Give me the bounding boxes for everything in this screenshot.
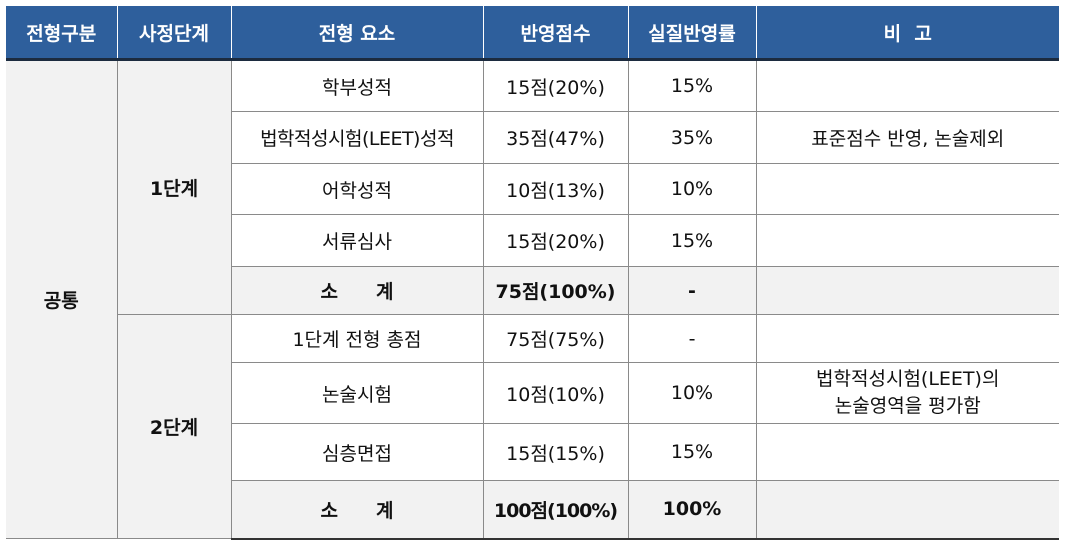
table-row: 어학성적 10점(13%) 10% xyxy=(6,163,1059,215)
header-category: 전형구분 xyxy=(6,6,118,60)
subtotal-note xyxy=(755,480,1059,540)
rate-cell: 15% xyxy=(627,59,757,112)
header-element: 전형 요소 xyxy=(231,6,484,60)
subtotal-label-a: 소 xyxy=(320,499,338,522)
score-cell: 15점(15%) xyxy=(482,423,629,481)
note-cell: 표준점수 반영, 논술제외 xyxy=(755,111,1059,164)
header-score: 반영점수 xyxy=(483,6,629,60)
note-cell xyxy=(755,214,1059,267)
note-cell xyxy=(755,59,1059,112)
header-row: 전형구분 사정단계 전형 요소 반영점수 실질반영률 비 고 xyxy=(6,6,1059,60)
element-cell: 어학성적 xyxy=(231,163,484,215)
rate-cell: 35% xyxy=(627,111,757,164)
score-cell: 10점(10%) xyxy=(482,362,629,424)
note-line-2: 논술영역을 평가함 xyxy=(834,395,981,417)
element-cell: 1단계 전형 총점 xyxy=(230,314,484,363)
score-cell: 75점(75%) xyxy=(482,314,629,363)
subtotal-score: 100점(100%) xyxy=(482,480,629,540)
stage1-cell: 1단계 xyxy=(116,59,232,315)
subtotal-label-a: 소 xyxy=(320,281,338,303)
subtotal-note xyxy=(755,266,1059,315)
score-cell: 15점(20%) xyxy=(482,214,629,267)
element-cell: 학부성적 xyxy=(230,59,484,112)
subtotal-score: 75점(100%) xyxy=(482,266,629,315)
score-cell: 15점(20%) xyxy=(482,59,629,112)
rate-cell: 15% xyxy=(627,423,757,481)
note-cell xyxy=(755,423,1059,481)
subtotal-label-b: 계 xyxy=(376,281,394,303)
table-row: 심층면접 15점(15%) 15% xyxy=(6,423,1059,481)
header-stage: 사정단계 xyxy=(117,6,232,60)
rate-cell: 15% xyxy=(627,214,757,267)
rate-cell: 10% xyxy=(627,362,757,424)
header-rate: 실질반영률 xyxy=(628,6,757,60)
score-cell: 10점(13%) xyxy=(482,163,629,215)
rate-cell: - xyxy=(627,314,757,363)
admission-criteria-table: 전형구분 사정단계 전형 요소 반영점수 실질반영률 비 고 공통 1단계 학부… xyxy=(6,6,1059,540)
element-cell: 심층면접 xyxy=(231,423,484,481)
stage2-cell: 2단계 xyxy=(117,314,232,539)
element-cell: 논술시험 xyxy=(231,362,484,424)
category-cell: 공통 xyxy=(6,59,118,539)
subtotal-label-b: 계 xyxy=(376,499,394,522)
rate-cell: 10% xyxy=(627,163,757,215)
admission-criteria-table-wrapper: 전형구분 사정단계 전형 요소 반영점수 실질반영률 비 고 공통 1단계 학부… xyxy=(6,6,1059,540)
score-cell: 35점(47%) xyxy=(482,111,629,164)
subtotal-rate: - xyxy=(627,266,757,315)
table-row: 2단계 1단계 전형 총점 75점(75%) - xyxy=(6,314,1059,539)
note-cell xyxy=(755,314,1059,363)
table-row: 공통 1단계 학부성적 15점(20%) 15% xyxy=(6,59,1059,539)
element-cell: 법학적성시험(LEET)성적 xyxy=(231,111,484,164)
element-cell: 서류심사 xyxy=(231,214,484,267)
table-row: 서류심사 15점(20%) 15% xyxy=(6,214,1059,267)
note-line-1: 법학적성시험(LEET)의 xyxy=(816,368,1000,390)
subtotal-rate: 100% xyxy=(627,480,757,540)
note-cell xyxy=(755,163,1059,215)
header-note: 비 고 xyxy=(756,6,1059,60)
